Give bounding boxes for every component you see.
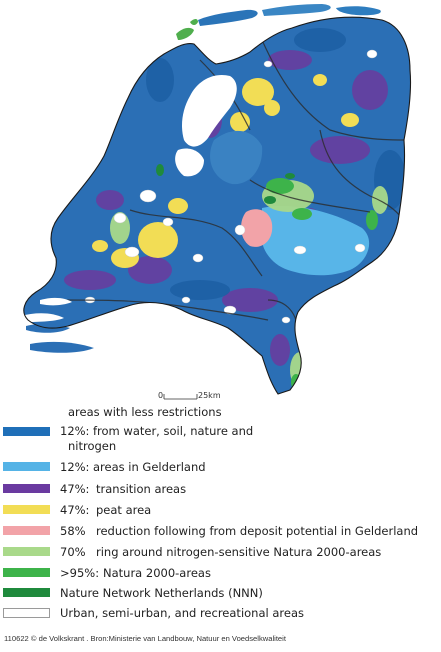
legend-item: >95%: Natura 2000-areas (0, 565, 441, 581)
legend-label: transition areas (96, 482, 187, 496)
netherlands-map (20, 4, 412, 395)
legend-label: nitrogen (68, 439, 117, 453)
legend-label: ring around nitrogen-sensitive Natura 20… (96, 545, 382, 559)
legend-item: 47%: peat area (0, 502, 441, 518)
scale-distance-label: 25km (198, 391, 221, 400)
legend-label: peat area (96, 503, 152, 517)
legend-label: areas with less restrictions (68, 405, 222, 419)
legend-item: 70% ring around nitrogen-sensitive Natur… (0, 544, 441, 560)
ijsselmeer (182, 74, 237, 147)
legend-label: reduction following from deposit potenti… (96, 524, 419, 538)
wadden-island (262, 4, 331, 16)
legend-swatch (3, 484, 50, 493)
legend-swatch (3, 526, 50, 535)
legend-swatch (3, 427, 50, 436)
legend-label: Nature Network Netherlands (NNN) (60, 586, 263, 600)
legend-swatch (3, 568, 50, 577)
wadden-island (198, 9, 258, 27)
zeeland-island (30, 341, 94, 353)
legend-swatch (3, 547, 50, 556)
legend-percentage: 47%: (60, 503, 90, 517)
legend-item: 12%: areas in Gelderland (0, 459, 441, 475)
scale-bar (163, 394, 198, 400)
legend-item: 47%: transition areas (0, 481, 441, 497)
legend-percentage: >95%: (60, 566, 100, 580)
legend-item: 12%: areas with less restrictions from w… (0, 405, 441, 453)
legend-percentage: 58% (60, 524, 86, 538)
source-credit: 110622 © de Volkskrant . Bron:Ministerie… (4, 634, 286, 643)
legend-item: Nature Network Netherlands (NNN) (0, 585, 441, 601)
legend-swatch (3, 462, 50, 471)
wadden-island (190, 19, 198, 25)
legend-item: Urban, semi-urban, and recreational area… (0, 605, 441, 621)
legend-percentage: 12%: (60, 460, 90, 474)
legend-swatch (3, 505, 50, 514)
legend-swatch (3, 608, 50, 618)
legend-item: 58% reduction following from deposit pot… (0, 523, 441, 539)
legend-percentage: 70% (60, 545, 86, 559)
legend-label: areas in Gelderland (93, 460, 206, 474)
zeeland-water (20, 313, 64, 322)
legend-label: from water, soil, nature and (93, 424, 254, 438)
legend-percentage: 12%: (60, 424, 90, 438)
legend-label: Urban, semi-urban, and recreational area… (60, 606, 304, 620)
zeeland-water (40, 297, 72, 306)
legend-label: Natura 2000-areas (103, 566, 211, 580)
legend-percentage: 47%: (60, 482, 90, 496)
wadden-island (176, 27, 194, 40)
scale-zero-label: 0 (158, 391, 164, 400)
zeeland-water (30, 331, 86, 341)
markermeer (175, 148, 204, 177)
wadden-island (336, 6, 381, 16)
legend-swatch (3, 588, 50, 597)
